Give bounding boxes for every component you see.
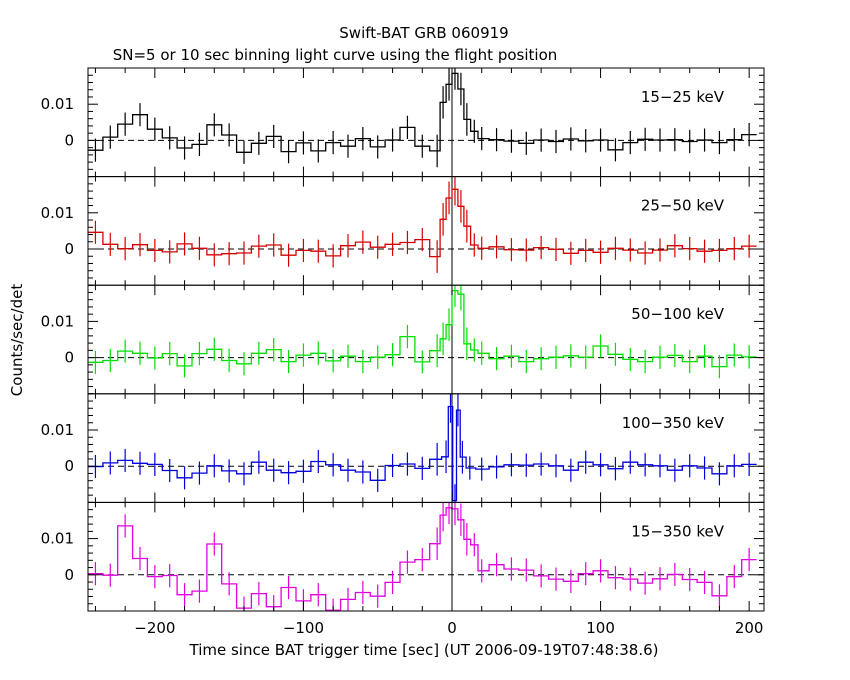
y-tick-label: 0	[64, 566, 74, 584]
light-curve-15-25	[88, 72, 757, 153]
series-group-100-350	[88, 393, 757, 503]
y-tick-label: 0	[64, 131, 74, 149]
x-tick-label: 200	[735, 619, 764, 637]
panel-25-50: 0 0.01 25−50 keV	[41, 176, 765, 286]
y-axis-label: Counts/sec/det	[8, 284, 26, 397]
x-axis-label: Time since BAT trigger time [sec] (UT 20…	[189, 641, 659, 659]
panel-label-15-350: 15−350 keV	[631, 522, 724, 540]
y-tick-label: 0.01	[41, 312, 74, 330]
panel-frame-100-350	[87, 393, 765, 503]
chart-title: Swift-BAT GRB 060919	[339, 24, 508, 42]
series-group-50-100	[88, 285, 757, 379]
y-tick-label: 0.01	[41, 421, 74, 439]
light-curve-50-100	[88, 289, 757, 368]
panel-100-350: 0 0.01 100−350 keV	[41, 393, 765, 503]
x-tick-label: 0	[447, 619, 457, 637]
panel-label-100-350: 100−350 keV	[622, 414, 725, 432]
light-curve-100-350	[88, 405, 757, 502]
x-tick-label: −100	[283, 619, 324, 637]
y-tick-label: 0.01	[41, 204, 74, 222]
x-tick-label: 100	[586, 619, 615, 637]
chart-subtitle: SN=5 or 10 sec binning light curve using…	[113, 46, 558, 64]
y-tick-label: 0	[64, 457, 74, 475]
panel-15-25: 0 0.01 15−25 keV	[41, 67, 765, 178]
panel-frame-15-350	[87, 501, 765, 612]
panel-frame-25-50	[87, 176, 765, 286]
y-tick-label: 0.01	[41, 530, 74, 548]
light-curve-15-350	[88, 507, 757, 611]
y-tick-label: 0	[64, 349, 74, 367]
panel-label-25-50: 25−50 keV	[641, 197, 725, 215]
panel-label-50-100: 50−100 keV	[631, 305, 724, 323]
series-group-15-350	[88, 502, 757, 611]
series-group-15-25	[88, 68, 757, 168]
series-group-25-50	[88, 176, 757, 273]
panel-frame-50-100	[87, 284, 765, 395]
light-curve-25-50	[88, 188, 757, 258]
y-tick-label: 0	[64, 240, 74, 258]
panel-50-100: 0 0.01 50−100 keV	[41, 284, 765, 395]
x-tick-label: −200	[134, 619, 175, 637]
panel-frame-15-25	[87, 67, 765, 178]
panel-15-350: 0 0.01 15−350 keV	[41, 501, 765, 612]
panel-label-15-25: 15−25 keV	[641, 88, 725, 106]
panels: 0 0.01 15−25 keV 0 0.01 25−50 keV 0 0.01 50−100 …	[41, 67, 765, 637]
y-tick-label: 0.01	[41, 95, 74, 113]
